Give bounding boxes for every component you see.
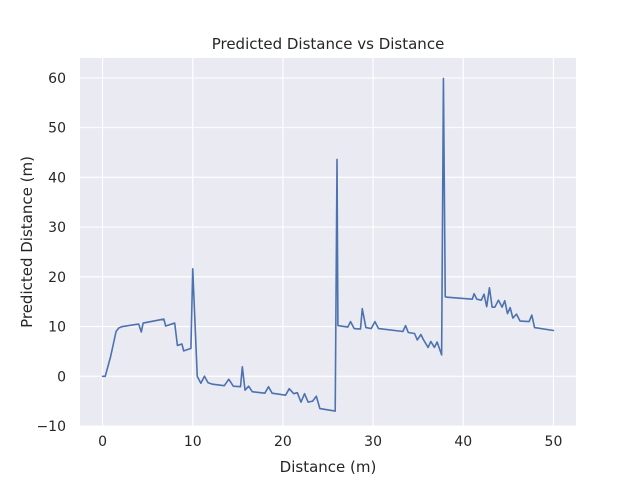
y-tick-label: 40 xyxy=(48,170,66,186)
series-layer xyxy=(101,77,555,412)
x-tick-label: 30 xyxy=(364,434,382,450)
grid xyxy=(80,58,576,427)
tick-labels: 0 10 20 30 40 50 −10 0 10 20 30 40 50 60 xyxy=(36,71,562,450)
x-tick-label: 0 xyxy=(98,434,107,450)
y-tick-label: 10 xyxy=(48,320,66,336)
y-tick-label: −10 xyxy=(36,419,66,435)
y-tick-label: 20 xyxy=(48,270,66,286)
x-tick-label: 20 xyxy=(274,434,292,450)
chart-title: Predicted Distance vs Distance xyxy=(212,35,445,53)
y-tick-label: 60 xyxy=(48,71,66,87)
x-tick-label: 50 xyxy=(545,434,563,450)
x-tick-label: 40 xyxy=(454,434,472,450)
y-tick-label: 30 xyxy=(48,220,66,236)
y-axis-title: Predicted Distance (m) xyxy=(18,156,36,328)
plot-area xyxy=(80,58,576,426)
x-axis-title: Distance (m) xyxy=(280,458,377,476)
x-tick-label: 10 xyxy=(184,434,202,450)
y-tick-label: 50 xyxy=(48,121,66,137)
series-line-0 xyxy=(101,77,555,412)
y-tick-label: 0 xyxy=(57,369,66,385)
